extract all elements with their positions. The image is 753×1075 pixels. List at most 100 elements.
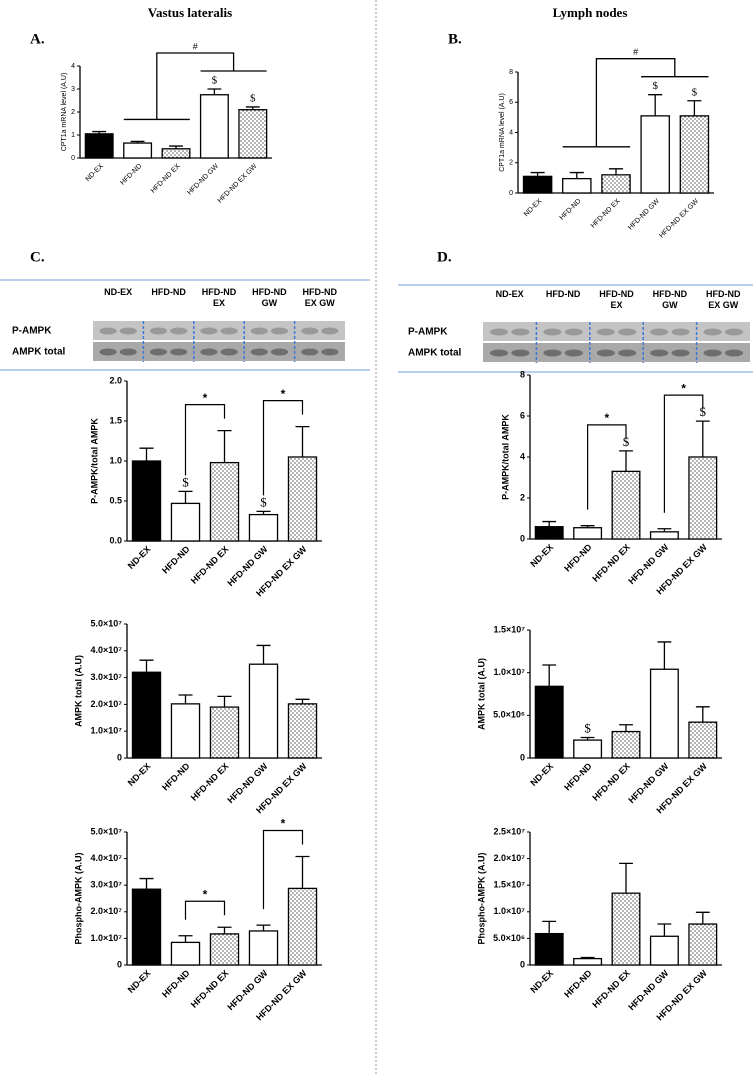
blot-band <box>564 328 583 336</box>
significance-mark: $ <box>584 721 591 736</box>
error-bar <box>542 664 557 687</box>
lane-label: HFD-ND <box>151 287 186 297</box>
panel-label: B. <box>448 31 462 47</box>
bar <box>287 703 318 759</box>
lane-label: HFD-ND EX <box>201 287 237 308</box>
lane-label: HFD-ND EX GW <box>302 287 338 308</box>
bar <box>248 513 279 542</box>
x-tick-label: HFD-ND <box>119 163 143 187</box>
x-tick-label: HFD-ND EX <box>590 542 632 584</box>
blot-band <box>618 349 637 357</box>
y-axis-label: P-AMPK/total AMPK <box>89 418 99 504</box>
error-bar <box>178 935 193 943</box>
y-tick-label: 4.0×10⁷ <box>91 645 123 655</box>
lane-label: HFD-ND GW <box>652 289 688 310</box>
panel-label: D. <box>437 249 452 265</box>
error-bar <box>295 698 310 704</box>
group-bracket <box>123 52 267 121</box>
y-tick-label: 0 <box>117 752 122 762</box>
bar <box>611 892 641 966</box>
column-title: Vastus lateralis <box>148 5 232 20</box>
blot-band <box>99 327 117 335</box>
error-bar <box>619 724 633 732</box>
bar <box>573 957 603 966</box>
y-axis-label: P-AMPK/total AMPK <box>500 414 510 500</box>
error-bar <box>648 94 663 116</box>
blot-band <box>564 349 583 357</box>
error-bar <box>657 528 672 532</box>
y-axis-label: Phospho-AMPK (A.U) <box>476 853 486 945</box>
blot-band <box>119 327 137 335</box>
x-tick-label: HFD-ND <box>562 761 594 793</box>
error-bar <box>657 923 672 937</box>
error-bar <box>139 659 154 673</box>
x-tick-label: HFD-ND EX <box>590 761 632 803</box>
x-tick-label: HFD-ND <box>160 544 192 576</box>
x-tick-label: HFD-ND <box>559 198 583 222</box>
lane-label: ND-EX <box>495 289 524 299</box>
y-tick-label: 0 <box>117 959 122 969</box>
x-tick-label: ND-EX <box>85 163 106 184</box>
blot-row-label: P-AMPK <box>12 326 52 337</box>
blot-band <box>671 349 690 357</box>
blot-row-label: AMPK total <box>408 348 462 359</box>
group-bracket <box>562 58 709 148</box>
bar <box>248 663 279 759</box>
y-tick-label: 2 <box>509 160 513 167</box>
y-tick-label: 0 <box>71 155 75 162</box>
error-bar <box>295 855 310 889</box>
blot-band <box>511 349 530 357</box>
blot-band <box>650 328 669 336</box>
blot-strip <box>93 321 345 340</box>
y-tick-label: 6 <box>520 410 525 420</box>
blot-strip <box>93 342 345 361</box>
y-tick-label: 2 <box>71 109 75 116</box>
lane-label: HFD-ND GW <box>252 287 287 308</box>
bracket <box>587 424 627 510</box>
error-bar <box>256 644 271 665</box>
significance-mark: $ <box>652 80 658 92</box>
blot-band <box>596 349 615 357</box>
blot-band <box>220 327 238 335</box>
error-bar <box>619 450 633 472</box>
x-tick-label: ND-EX <box>126 544 153 571</box>
error-bar <box>217 695 232 708</box>
error-bar <box>92 130 107 134</box>
x-tick-label: HFD-ND <box>160 761 192 793</box>
bar <box>84 133 114 159</box>
bar <box>573 527 603 540</box>
bar <box>209 706 240 759</box>
blot-row-label: P-AMPK <box>408 327 448 338</box>
y-tick-label: 4 <box>509 129 513 136</box>
y-tick-label: 3.0×10⁷ <box>91 880 123 890</box>
bar <box>131 671 162 759</box>
significance-mark: $ <box>623 434 630 449</box>
error-bar <box>695 911 710 925</box>
error-bar <box>580 736 595 741</box>
y-tick-label: 1 <box>71 132 75 139</box>
lane-label: ND-EX <box>104 287 133 297</box>
error-bar <box>295 425 310 457</box>
blot-band <box>149 348 168 356</box>
y-tick-label: 5.0×10⁷ <box>91 618 123 628</box>
bar <box>170 703 201 759</box>
y-tick-label: 0 <box>520 533 525 543</box>
y-tick-label: 0 <box>520 959 525 969</box>
y-tick-label: 2.0×10⁷ <box>494 853 526 863</box>
error-bar <box>569 171 584 179</box>
x-tick-label: HFD-ND EX <box>590 968 632 1010</box>
bar <box>649 935 679 966</box>
blot-band <box>200 348 218 356</box>
bracket-label: * <box>681 381 686 395</box>
error-bar <box>608 168 624 175</box>
x-tick-label: HFD-ND EX <box>189 761 231 803</box>
x-tick-label: HFD-ND GW <box>186 162 220 196</box>
blot-band <box>250 348 268 356</box>
blot-band <box>301 348 319 356</box>
panel-label: C. <box>30 249 45 265</box>
error-bar <box>530 171 545 177</box>
x-tick-label: ND-EX <box>126 761 153 788</box>
bar <box>649 668 679 759</box>
bracket <box>663 394 704 513</box>
y-tick-label: 2.0 <box>109 375 122 385</box>
